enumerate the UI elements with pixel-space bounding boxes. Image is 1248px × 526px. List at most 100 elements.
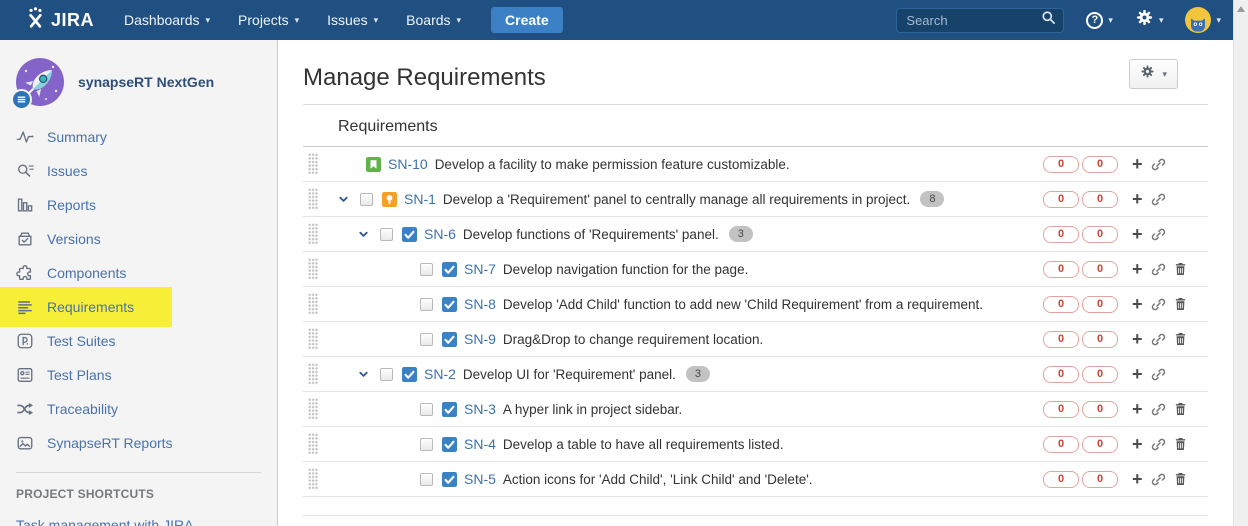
add-child-button[interactable]: + [1132, 329, 1143, 349]
user-menu[interactable]: ▾ [1185, 7, 1221, 33]
link-child-button[interactable] [1151, 157, 1166, 172]
search-input[interactable] [904, 11, 1042, 29]
sidebar-item-summary[interactable]: Summary [0, 120, 277, 154]
nav-item-boards[interactable]: Boards ▾ [392, 0, 475, 40]
add-child-button[interactable]: + [1132, 364, 1143, 384]
issue-key-link[interactable]: SN-4 [464, 436, 496, 452]
sidebar-item-requirements[interactable]: Requirements [0, 287, 277, 327]
issue-key-link[interactable]: SN-9 [464, 331, 496, 347]
delete-button[interactable] [1174, 332, 1187, 346]
link-child-button[interactable] [1151, 402, 1166, 417]
issue-key-link[interactable]: SN-8 [464, 296, 496, 312]
link-child-button[interactable] [1151, 192, 1166, 207]
row-select-checkbox[interactable] [420, 262, 433, 276]
shortcut-link[interactable]: Task management with JIRA [16, 517, 194, 526]
sidebar-item-components[interactable]: Components [0, 256, 277, 290]
project-name[interactable]: synapseRT NextGen [78, 74, 215, 90]
drag-handle-icon[interactable] [308, 188, 318, 210]
count-badge[interactable]: 0 [1082, 225, 1118, 243]
chevron-down-icon[interactable] [358, 369, 380, 380]
add-child-button[interactable]: + [1132, 189, 1143, 209]
count-badge[interactable]: 0 [1043, 400, 1079, 418]
issue-key-link[interactable]: SN-2 [424, 366, 456, 382]
project-avatar[interactable] [11, 58, 64, 110]
create-button[interactable]: Create [491, 7, 563, 33]
drag-handle-icon[interactable] [308, 398, 318, 420]
row-select-checkbox[interactable] [420, 437, 433, 451]
nav-item-dashboards[interactable]: Dashboards ▾ [110, 0, 224, 40]
delete-button[interactable] [1174, 262, 1187, 276]
link-child-button[interactable] [1151, 297, 1166, 312]
count-badge[interactable]: 0 [1043, 260, 1079, 278]
sidebar-item-issues[interactable]: Issues [0, 154, 277, 188]
count-badge[interactable]: 0 [1043, 470, 1079, 488]
count-badge[interactable]: 0 [1082, 155, 1118, 173]
row-select-checkbox[interactable] [380, 227, 393, 241]
count-badge[interactable]: 0 [1082, 330, 1118, 348]
issue-key-link[interactable]: SN-1 [404, 191, 436, 207]
issue-key-link[interactable]: SN-7 [464, 261, 496, 277]
count-badge[interactable]: 0 [1082, 190, 1118, 208]
count-badge[interactable]: 0 [1043, 330, 1079, 348]
count-badge[interactable]: 0 [1082, 400, 1118, 418]
count-badge[interactable]: 0 [1082, 470, 1118, 488]
issue-key-link[interactable]: SN-3 [464, 401, 496, 417]
count-badge[interactable]: 0 [1082, 435, 1118, 453]
issue-key-link[interactable]: SN-6 [424, 226, 456, 242]
add-child-button[interactable]: + [1132, 224, 1143, 244]
drag-handle-icon[interactable] [308, 328, 318, 350]
issue-key-link[interactable]: SN-10 [388, 156, 428, 172]
row-select-checkbox[interactable] [380, 367, 393, 381]
count-badge[interactable]: 0 [1082, 295, 1118, 313]
row-select-checkbox[interactable] [420, 297, 433, 311]
sidebar-item-synapsert-reports[interactable]: SynapseRT Reports [0, 426, 277, 460]
chevron-down-icon[interactable] [338, 194, 360, 205]
link-child-button[interactable] [1151, 227, 1166, 242]
link-child-button[interactable] [1151, 332, 1166, 347]
link-child-button[interactable] [1151, 262, 1166, 277]
nav-item-projects[interactable]: Projects ▾ [224, 0, 313, 40]
drag-handle-icon[interactable] [308, 223, 318, 245]
row-select-checkbox[interactable] [420, 402, 433, 416]
drag-handle-icon[interactable] [308, 363, 318, 385]
delete-button[interactable] [1174, 437, 1187, 451]
link-child-button[interactable] [1151, 472, 1166, 487]
drag-handle-icon[interactable] [308, 153, 318, 175]
drag-handle-icon[interactable] [308, 433, 318, 455]
sidebar-item-traceability[interactable]: Traceability [0, 392, 277, 426]
nav-item-issues[interactable]: Issues ▾ [313, 0, 392, 40]
issue-key-link[interactable]: SN-5 [464, 471, 496, 487]
add-child-button[interactable]: + [1132, 154, 1143, 174]
count-badge[interactable]: 0 [1043, 190, 1079, 208]
jira-logo[interactable]: JIRA [24, 6, 94, 34]
delete-button[interactable] [1174, 402, 1187, 416]
count-badge[interactable]: 0 [1043, 435, 1079, 453]
link-child-button[interactable] [1151, 437, 1166, 452]
row-select-checkbox[interactable] [360, 192, 373, 206]
sidebar-item-test-suites[interactable]: Test Suites [0, 324, 277, 358]
help-menu[interactable]: ? ▾ [1086, 11, 1113, 29]
drag-handle-icon[interactable] [308, 468, 318, 490]
add-child-button[interactable]: + [1132, 294, 1143, 314]
sidebar-item-test-plans[interactable]: Test Plans [0, 358, 277, 392]
scroll-up-arrow-icon[interactable] [1237, 6, 1245, 12]
page-settings-button[interactable]: ▾ [1129, 59, 1178, 89]
drag-handle-icon[interactable] [308, 258, 318, 280]
sidebar-item-versions[interactable]: Versions [0, 222, 277, 256]
add-child-button[interactable]: + [1132, 259, 1143, 279]
vertical-scrollbar[interactable] [1233, 0, 1248, 526]
count-badge[interactable]: 0 [1043, 155, 1079, 173]
sidebar-item-reports[interactable]: Reports [0, 188, 277, 222]
row-select-checkbox[interactable] [420, 472, 433, 486]
delete-button[interactable] [1174, 297, 1187, 311]
add-child-button[interactable]: + [1132, 469, 1143, 489]
count-badge[interactable]: 0 [1043, 295, 1079, 313]
row-select-checkbox[interactable] [420, 332, 433, 346]
count-badge[interactable]: 0 [1043, 365, 1079, 383]
delete-button[interactable] [1174, 472, 1187, 486]
admin-menu[interactable]: ▾ [1135, 8, 1163, 32]
add-child-button[interactable]: + [1132, 434, 1143, 454]
search-icon[interactable] [1041, 10, 1056, 30]
add-child-button[interactable]: + [1132, 399, 1143, 419]
count-badge[interactable]: 0 [1082, 260, 1118, 278]
